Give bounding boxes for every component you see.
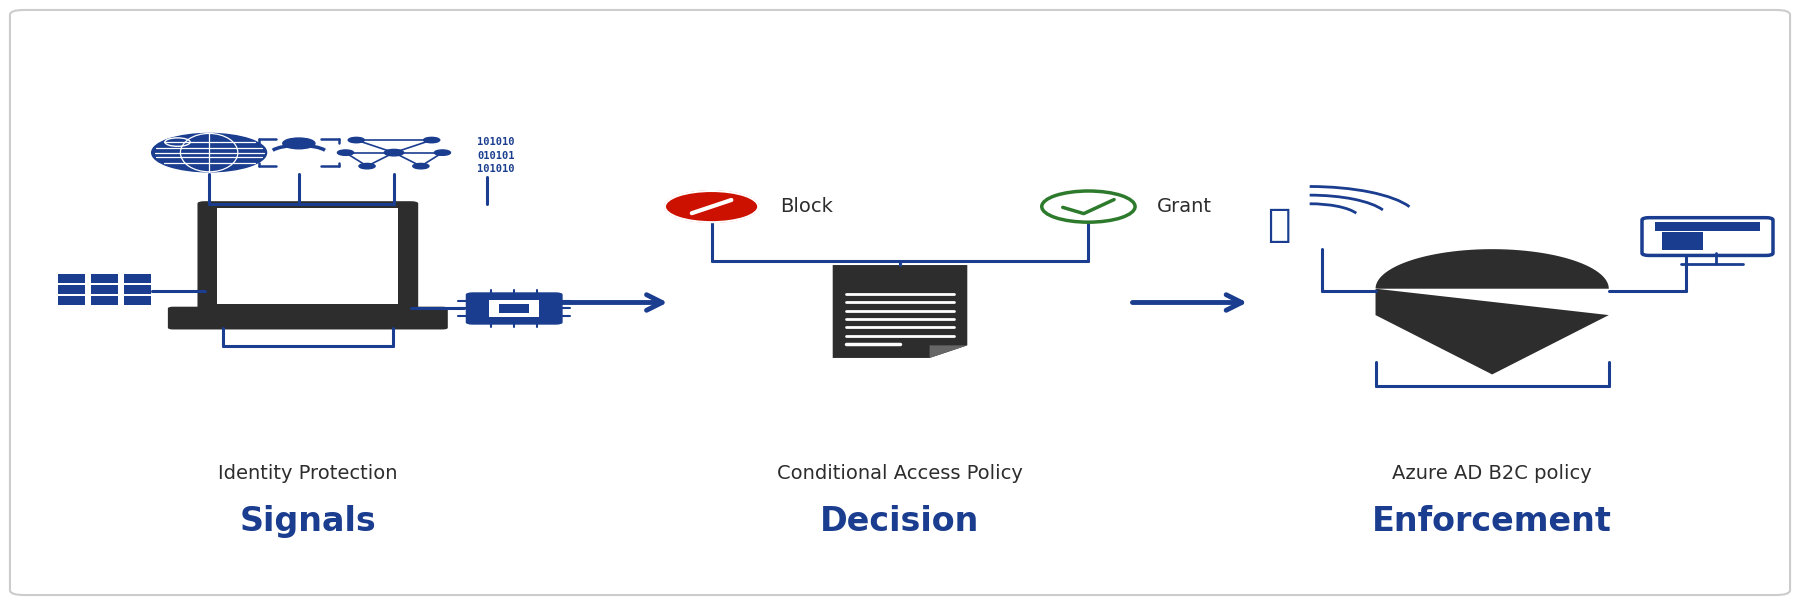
Bar bbox=[92, 274, 119, 283]
Bar bbox=[218, 208, 398, 304]
Circle shape bbox=[423, 137, 439, 143]
FancyBboxPatch shape bbox=[11, 10, 1789, 595]
Circle shape bbox=[283, 138, 315, 149]
Text: Signals: Signals bbox=[239, 505, 376, 538]
Circle shape bbox=[166, 138, 191, 146]
Text: Grant: Grant bbox=[1157, 197, 1211, 216]
Text: 📞: 📞 bbox=[1267, 206, 1291, 244]
Polygon shape bbox=[833, 265, 967, 358]
Polygon shape bbox=[929, 345, 967, 358]
Bar bbox=[124, 274, 151, 283]
Circle shape bbox=[358, 163, 374, 169]
Bar bbox=[490, 300, 538, 317]
FancyBboxPatch shape bbox=[167, 307, 448, 330]
Text: Decision: Decision bbox=[821, 505, 979, 538]
Circle shape bbox=[383, 149, 403, 156]
FancyBboxPatch shape bbox=[1642, 218, 1773, 255]
Bar bbox=[499, 304, 529, 313]
Text: Enforcement: Enforcement bbox=[1372, 505, 1613, 538]
Bar bbox=[1654, 222, 1760, 231]
Bar bbox=[58, 274, 85, 283]
Text: Conditional Access Policy: Conditional Access Policy bbox=[778, 464, 1022, 483]
Bar bbox=[124, 296, 151, 305]
Circle shape bbox=[1042, 191, 1136, 222]
Bar bbox=[58, 285, 85, 294]
Text: Identity Protection: Identity Protection bbox=[218, 464, 398, 483]
Circle shape bbox=[434, 150, 450, 155]
Text: 101010: 101010 bbox=[477, 164, 515, 174]
Bar bbox=[92, 285, 119, 294]
Bar bbox=[92, 296, 119, 305]
Circle shape bbox=[664, 191, 758, 222]
FancyBboxPatch shape bbox=[466, 292, 563, 325]
Text: Block: Block bbox=[779, 197, 833, 216]
Circle shape bbox=[412, 163, 428, 169]
FancyBboxPatch shape bbox=[198, 201, 418, 311]
Bar bbox=[1661, 232, 1703, 250]
Bar bbox=[124, 285, 151, 294]
Bar bbox=[58, 296, 85, 305]
Polygon shape bbox=[1375, 249, 1609, 374]
Circle shape bbox=[151, 134, 266, 172]
Circle shape bbox=[337, 150, 353, 155]
Text: Azure AD B2C policy: Azure AD B2C policy bbox=[1391, 464, 1591, 483]
Circle shape bbox=[347, 137, 364, 143]
Text: 101010: 101010 bbox=[477, 137, 515, 148]
Text: 010101: 010101 bbox=[477, 151, 515, 161]
